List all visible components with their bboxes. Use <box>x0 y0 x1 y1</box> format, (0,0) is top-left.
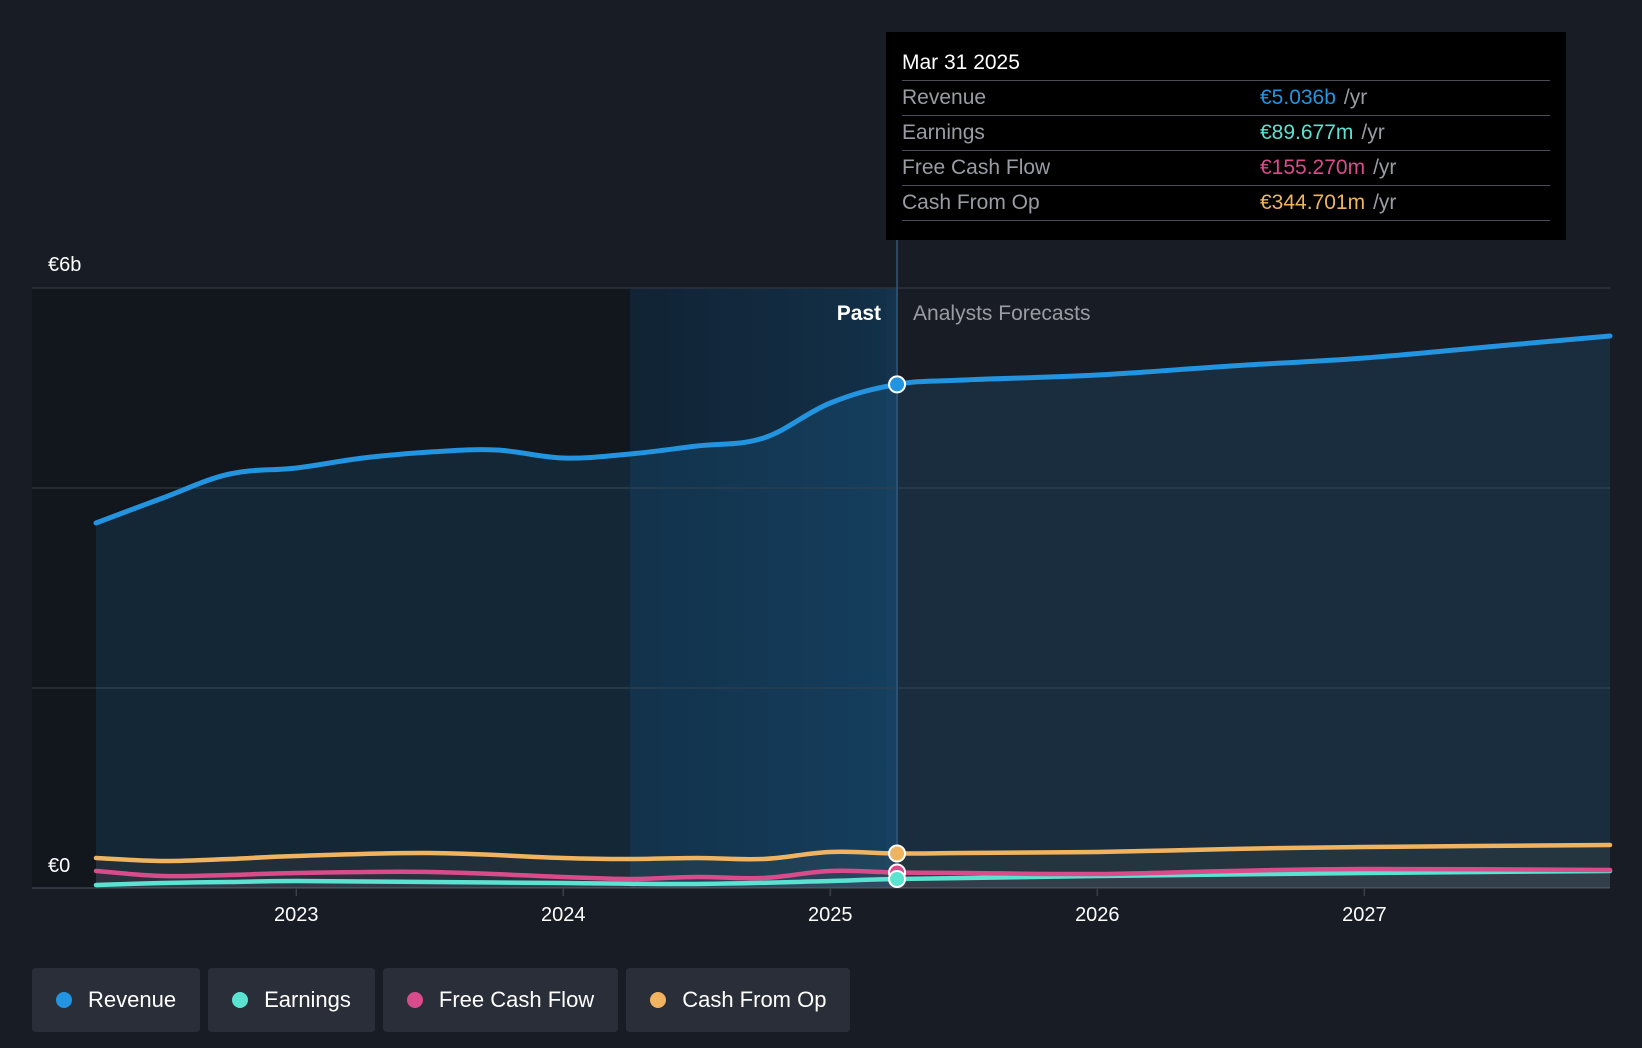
legend-item-free-cash-flow[interactable]: Free Cash Flow <box>382 968 619 1032</box>
cash-from-op-marker <box>888 844 907 863</box>
y-axis-label-min: €0 <box>48 855 70 877</box>
tooltip: Mar 31 2025 Revenue €5.036b /yr Earnings… <box>886 32 1566 240</box>
free-cash-flow-line <box>93 866 1613 882</box>
tooltip-label: Revenue <box>902 86 987 109</box>
revenue-marker <box>888 375 907 394</box>
tooltip-value: €344.701m <box>1260 191 1366 214</box>
tooltip-label: Earnings <box>902 121 985 144</box>
x-tick-label: 2025 <box>808 904 853 926</box>
revenue-line <box>93 333 1613 526</box>
tooltip-row-cash-from-op: Cash From Op €344.701m /yr <box>902 186 1550 221</box>
y-axis-label-max: €6b <box>48 254 81 276</box>
x-tick-label: 2026 <box>1075 904 1120 926</box>
tooltip-value: €5.036b <box>1260 86 1336 109</box>
legend-dot-icon <box>56 992 72 1008</box>
highlight-markers <box>888 375 907 888</box>
legend-item-revenue[interactable]: Revenue <box>32 968 201 1032</box>
tooltip-label: Cash From Op <box>902 191 1040 214</box>
legend-dot-icon <box>232 992 249 1008</box>
tooltip-row-revenue: Revenue €5.036b /yr <box>902 81 1550 116</box>
x-tick-label: 2023 <box>274 904 319 926</box>
legend: Revenue Earnings Free Cash Flow Cash Fro… <box>32 968 851 1032</box>
earnings-line <box>93 868 1613 888</box>
tooltip-value: €89.677m <box>1260 121 1354 144</box>
legend-label: Cash From Op <box>682 987 827 1012</box>
y-gridlines <box>32 287 1610 889</box>
x-axis-ticks: 2023 2024 2025 2026 2027 <box>274 888 1387 926</box>
legend-item-cash-from-op[interactable]: Cash From Op <box>626 968 851 1032</box>
legend-label: Revenue <box>88 987 177 1012</box>
legend-label: Free Cash Flow <box>438 987 595 1012</box>
tooltip-unit: /yr <box>1373 156 1397 179</box>
tooltip-unit: /yr <box>1343 86 1368 109</box>
legend-dot-icon <box>406 992 423 1008</box>
legend-dot-icon <box>650 992 667 1008</box>
legend-label: Earnings <box>264 987 351 1012</box>
tooltip-unit: /yr <box>1361 121 1385 144</box>
tooltip-unit: /yr <box>1373 191 1397 214</box>
legend-item-earnings[interactable]: Earnings <box>208 968 375 1032</box>
forecast-label: Analysts Forecasts <box>913 302 1090 325</box>
tooltip-value: €155.270m <box>1260 156 1366 179</box>
cash-from-op-line <box>93 842 1613 864</box>
x-tick-label: 2024 <box>541 904 586 926</box>
tooltip-label: Free Cash Flow <box>902 156 1051 179</box>
tooltip-row-free-cash-flow: Free Cash Flow €155.270m /yr <box>902 151 1550 186</box>
revenue-area <box>96 336 1610 888</box>
x-tick-label: 2027 <box>1342 904 1387 926</box>
past-highlight-band <box>630 288 898 888</box>
tooltip-row-earnings: Earnings €89.677m /yr <box>902 116 1550 151</box>
series-layer <box>93 333 1613 888</box>
past-label: Past <box>837 302 881 325</box>
tooltip-date: Mar 31 2025 <box>902 46 1550 81</box>
earnings-marker <box>888 870 907 888</box>
